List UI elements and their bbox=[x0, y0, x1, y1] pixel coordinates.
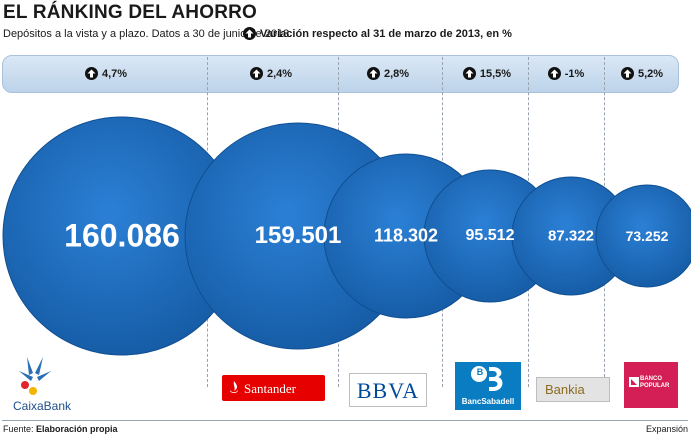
bubble-value-label: 160.086 bbox=[64, 217, 180, 254]
bubble-value-label: 118.302 bbox=[373, 225, 439, 246]
arrow-up-icon bbox=[84, 67, 98, 80]
popular-logo-text: BANCO POPULAR bbox=[640, 376, 669, 390]
popular-mark-icon bbox=[629, 377, 639, 387]
bbva-logo: BBVA bbox=[349, 373, 427, 407]
arrow-up-icon bbox=[620, 67, 634, 80]
variation-item: 4,7% bbox=[84, 67, 128, 80]
variation-item: 5,2% bbox=[620, 67, 664, 80]
arrow-up-icon bbox=[243, 27, 256, 40]
popular-logo-line1: BANCO bbox=[640, 376, 662, 382]
sabadell-logo-text: BancSabadell bbox=[461, 397, 515, 406]
variation-item: 15,5% bbox=[462, 67, 512, 80]
variation-bar bbox=[2, 55, 679, 93]
sabadell-mark-icon bbox=[471, 366, 503, 391]
variation-item: 2,8% bbox=[366, 67, 410, 80]
santander-logo: Santander bbox=[222, 375, 325, 401]
bubble-value-label: 87.322 bbox=[548, 227, 594, 245]
variation-item: 2,4% bbox=[249, 67, 293, 80]
caixabank-star-icon bbox=[19, 357, 51, 395]
sabadell-logo: B BancSabadell bbox=[455, 362, 521, 410]
legend: Variación respecto al 31 de marzo de 201… bbox=[243, 27, 512, 40]
bankia-logo-text: Bankia bbox=[545, 382, 585, 397]
bubble-banco-popular bbox=[595, 184, 691, 288]
variation-value: 2,4% bbox=[266, 67, 293, 80]
variation-value: -1% bbox=[564, 67, 585, 80]
bubble-value-label: 95.512 bbox=[465, 227, 515, 244]
sabadell-logo-letter: B bbox=[476, 367, 484, 377]
footer-rule bbox=[2, 420, 688, 421]
santander-logo-text: Santander bbox=[244, 381, 296, 396]
bubble-value-label: 73.252 bbox=[625, 228, 669, 244]
popular-logo-line2: POPULAR bbox=[640, 383, 670, 389]
variation-value: 15,5% bbox=[479, 67, 512, 80]
footer-source-label: Fuente: bbox=[3, 424, 37, 434]
chart-subtitle: Depósitos a la vista y a plazo. Datos a … bbox=[3, 28, 293, 40]
variation-item: -1% bbox=[547, 67, 585, 80]
legend-text: Variación respecto al 31 de marzo de 201… bbox=[260, 27, 512, 40]
arrow-up-icon bbox=[249, 67, 263, 80]
chart-title: EL RÁNKING DEL AHORRO bbox=[3, 2, 258, 23]
popular-logo: BANCO POPULAR bbox=[624, 362, 678, 408]
arrow-up-icon bbox=[462, 67, 476, 80]
bubble-value-label: 159.501 bbox=[254, 222, 342, 249]
footer-source: Fuente: Elaboración propia bbox=[3, 424, 118, 434]
bbva-logo-text: BBVA bbox=[356, 378, 420, 403]
arrow-up-icon bbox=[366, 67, 380, 80]
bankia-logo: Bankia bbox=[536, 377, 610, 402]
variation-value: 5,2% bbox=[637, 67, 664, 80]
arrow-up-icon bbox=[547, 67, 561, 80]
variation-value: 2,8% bbox=[383, 67, 410, 80]
variation-value: 4,7% bbox=[101, 67, 128, 80]
caixabank-logo: CaixaBank bbox=[13, 355, 83, 415]
flame-icon bbox=[230, 381, 238, 393]
footer-source-value: Elaboración propia bbox=[36, 424, 118, 434]
footer-credit: Expansión bbox=[645, 424, 688, 434]
caixabank-logo-text: CaixaBank bbox=[13, 399, 72, 413]
